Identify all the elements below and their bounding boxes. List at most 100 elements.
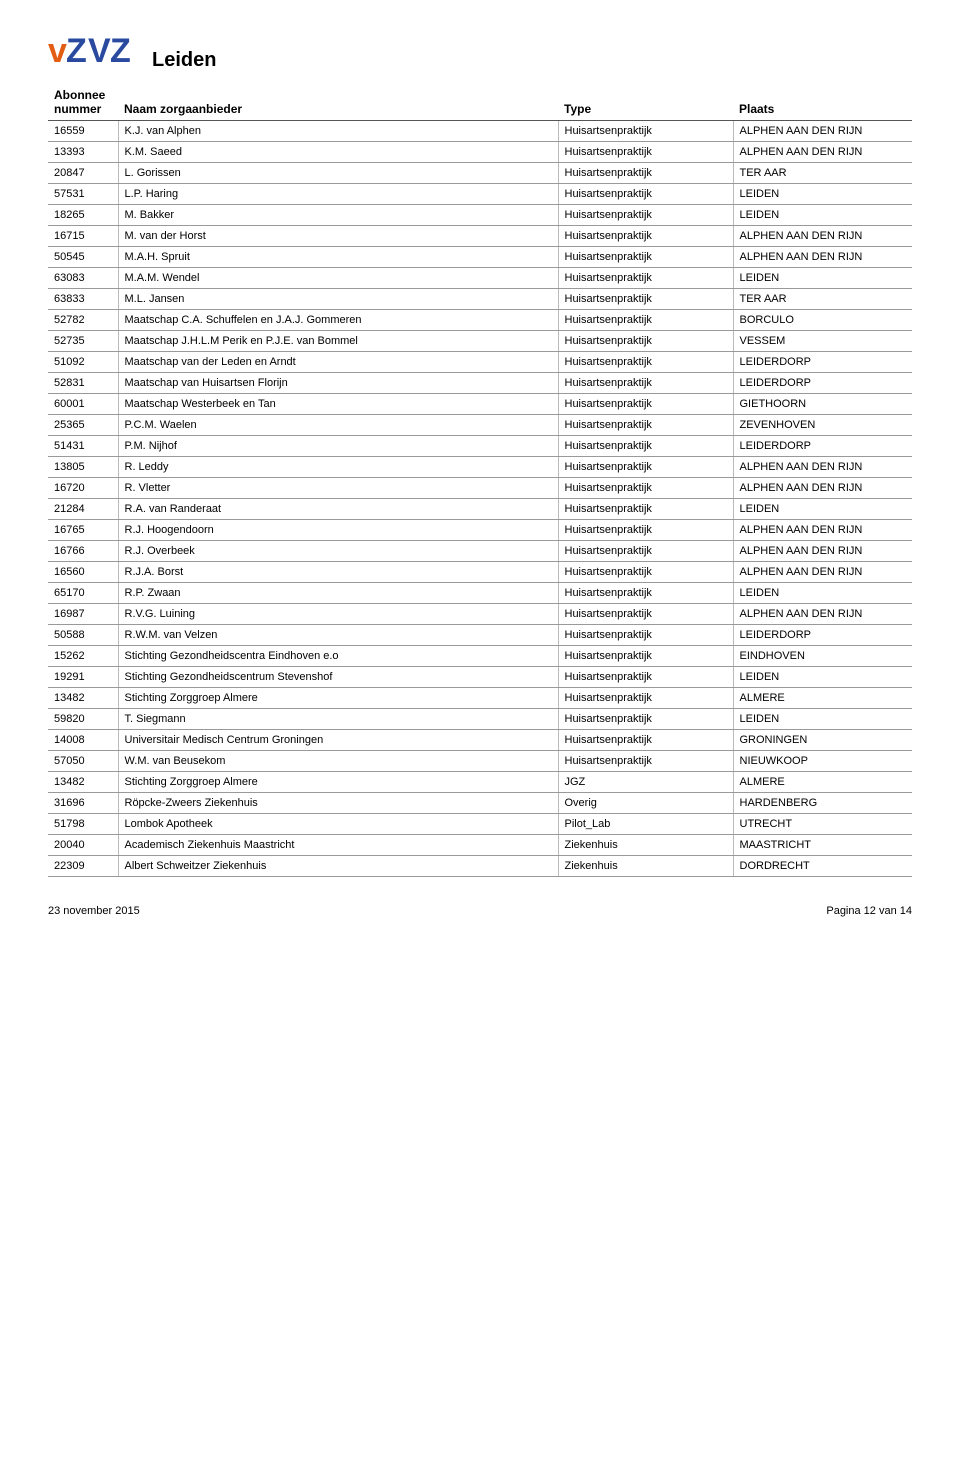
table-cell: 20847	[48, 163, 118, 184]
table-cell: 63083	[48, 268, 118, 289]
table-cell: Huisartsenpraktijk	[558, 142, 733, 163]
table-cell: LEIDERDORP	[733, 625, 912, 646]
table-cell: Huisartsenpraktijk	[558, 646, 733, 667]
table-cell: 25365	[48, 415, 118, 436]
table-cell: M.A.M. Wendel	[118, 268, 558, 289]
table-cell: ALMERE	[733, 772, 912, 793]
table-cell: LEIDEN	[733, 583, 912, 604]
footer-date: 23 november 2015	[48, 905, 140, 917]
table-row: 16987R.V.G. LuiningHuisartsenpraktijkALP…	[48, 604, 912, 625]
table-cell: Huisartsenpraktijk	[558, 457, 733, 478]
table-row: 51798Lombok ApotheekPilot_LabUTRECHT	[48, 814, 912, 835]
table-cell: GIETHOORN	[733, 394, 912, 415]
table-cell: LEIDERDORP	[733, 373, 912, 394]
table-cell: Huisartsenpraktijk	[558, 310, 733, 331]
table-header: Abonnee nummer Naam zorgaanbieder Type P…	[48, 84, 912, 121]
table-cell: ZEVENHOVEN	[733, 415, 912, 436]
header: v Z V Z Leiden	[48, 28, 912, 76]
table-cell: HARDENBERG	[733, 793, 912, 814]
table-row: 19291Stichting Gezondheidscentrum Steven…	[48, 667, 912, 688]
table-cell: Huisartsenpraktijk	[558, 121, 733, 142]
footer: 23 november 2015 Pagina 12 van 14	[48, 905, 912, 917]
table-cell: Huisartsenpraktijk	[558, 394, 733, 415]
table-row: 63833M.L. JansenHuisartsenpraktijkTER AA…	[48, 289, 912, 310]
table-cell: LEIDEN	[733, 205, 912, 226]
table-cell: 57050	[48, 751, 118, 772]
table-cell: 20040	[48, 835, 118, 856]
table-cell: T. Siegmann	[118, 709, 558, 730]
table-cell: 16559	[48, 121, 118, 142]
table-cell: LEIDERDORP	[733, 436, 912, 457]
table-cell: 16766	[48, 541, 118, 562]
table-cell: LEIDERDORP	[733, 352, 912, 373]
table-row: 13393K.M. SaeedHuisartsenpraktijkALPHEN …	[48, 142, 912, 163]
table-cell: M. Bakker	[118, 205, 558, 226]
table-cell: Huisartsenpraktijk	[558, 709, 733, 730]
table-cell: LEIDEN	[733, 709, 912, 730]
table-cell: R.W.M. van Velzen	[118, 625, 558, 646]
table-cell: Maatschap van Huisartsen Florijn	[118, 373, 558, 394]
table-row: 16765R.J. HoogendoornHuisartsenpraktijkA…	[48, 520, 912, 541]
table-row: 31696Röpcke-Zweers ZiekenhuisOverigHARDE…	[48, 793, 912, 814]
table-cell: R. Leddy	[118, 457, 558, 478]
table-cell: LEIDEN	[733, 268, 912, 289]
table-cell: LEIDEN	[733, 184, 912, 205]
table-cell: Huisartsenpraktijk	[558, 352, 733, 373]
table-cell: Stichting Zorggroep Almere	[118, 688, 558, 709]
table-cell: 52735	[48, 331, 118, 352]
table-body: 16559K.J. van AlphenHuisartsenpraktijkAL…	[48, 121, 912, 877]
table-row: 18265M. BakkerHuisartsenpraktijkLEIDEN	[48, 205, 912, 226]
table-cell: DORDRECHT	[733, 856, 912, 877]
table-cell: TER AAR	[733, 289, 912, 310]
table-cell: Huisartsenpraktijk	[558, 436, 733, 457]
footer-page: Pagina 12 van 14	[826, 905, 912, 917]
table-cell: GRONINGEN	[733, 730, 912, 751]
table-cell: 31696	[48, 793, 118, 814]
table-cell: Overig	[558, 793, 733, 814]
table-cell: 51431	[48, 436, 118, 457]
table-cell: ALPHEN AAN DEN RIJN	[733, 226, 912, 247]
table-row: 20847L. GorissenHuisartsenpraktijkTER AA…	[48, 163, 912, 184]
table-row: 25365P.C.M. WaelenHuisartsenpraktijkZEVE…	[48, 415, 912, 436]
table-row: 16560R.J.A. BorstHuisartsenpraktijkALPHE…	[48, 562, 912, 583]
table-cell: 50588	[48, 625, 118, 646]
table-row: 16715M. van der HorstHuisartsenpraktijkA…	[48, 226, 912, 247]
table-cell: 16987	[48, 604, 118, 625]
table-cell: JGZ	[558, 772, 733, 793]
table-cell: 22309	[48, 856, 118, 877]
table-row: 13482Stichting Zorggroep AlmereJGZALMERE	[48, 772, 912, 793]
table-cell: TER AAR	[733, 163, 912, 184]
table-row: 60001Maatschap Westerbeek en TanHuisarts…	[48, 394, 912, 415]
table-cell: LEIDEN	[733, 499, 912, 520]
table-cell: 16560	[48, 562, 118, 583]
page-title: Leiden	[152, 49, 216, 76]
table-cell: ALPHEN AAN DEN RIJN	[733, 247, 912, 268]
table-cell: Huisartsenpraktijk	[558, 667, 733, 688]
table-cell: Huisartsenpraktijk	[558, 520, 733, 541]
table-row: 57050W.M. van BeusekomHuisartsenpraktijk…	[48, 751, 912, 772]
table-cell: P.M. Nijhof	[118, 436, 558, 457]
table-cell: ALPHEN AAN DEN RIJN	[733, 121, 912, 142]
table-cell: Huisartsenpraktijk	[558, 415, 733, 436]
table-cell: 13482	[48, 772, 118, 793]
table-cell: Ziekenhuis	[558, 835, 733, 856]
table-cell: Huisartsenpraktijk	[558, 184, 733, 205]
table-cell: ALPHEN AAN DEN RIJN	[733, 604, 912, 625]
table-cell: Huisartsenpraktijk	[558, 163, 733, 184]
table-row: 51431P.M. NijhofHuisartsenpraktijkLEIDER…	[48, 436, 912, 457]
table-cell: R.J. Overbeek	[118, 541, 558, 562]
table-cell: Huisartsenpraktijk	[558, 226, 733, 247]
table-row: 52735Maatschap J.H.L.M Perik en P.J.E. v…	[48, 331, 912, 352]
svg-text:Z: Z	[110, 32, 131, 70]
table-cell: R.V.G. Luining	[118, 604, 558, 625]
table-cell: Huisartsenpraktijk	[558, 478, 733, 499]
table-cell: 18265	[48, 205, 118, 226]
table-cell: M.L. Jansen	[118, 289, 558, 310]
table-row: 50588R.W.M. van VelzenHuisartsenpraktijk…	[48, 625, 912, 646]
table-cell: Maatschap van der Leden en Arndt	[118, 352, 558, 373]
table-cell: L. Gorissen	[118, 163, 558, 184]
table-row: 16720R. VletterHuisartsenpraktijkALPHEN …	[48, 478, 912, 499]
table-cell: R.P. Zwaan	[118, 583, 558, 604]
table-cell: Huisartsenpraktijk	[558, 205, 733, 226]
table-row: 51092Maatschap van der Leden en ArndtHui…	[48, 352, 912, 373]
